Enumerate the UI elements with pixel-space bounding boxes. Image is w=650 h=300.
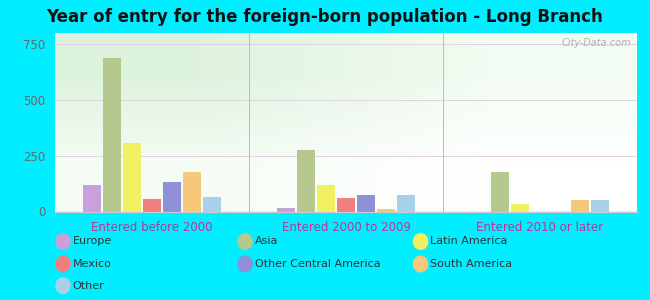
Bar [297, 150, 315, 212]
Bar [377, 209, 395, 211]
Bar [357, 195, 375, 212]
Text: Other: Other [73, 280, 105, 291]
Bar [397, 195, 415, 212]
Text: Europe: Europe [73, 236, 112, 247]
Text: Year of entry for the foreign-born population - Long Branch: Year of entry for the foreign-born popul… [47, 8, 603, 26]
Bar [103, 58, 122, 211]
Text: South America: South America [430, 259, 512, 269]
Bar [183, 172, 201, 212]
Bar [203, 197, 221, 212]
Text: Asia: Asia [255, 236, 278, 247]
Text: Latin America: Latin America [430, 236, 508, 247]
Bar [511, 204, 529, 212]
Bar [278, 208, 295, 212]
Bar [491, 172, 509, 212]
Bar [143, 199, 161, 212]
Bar [317, 185, 335, 212]
Bar [571, 200, 589, 211]
Text: Other Central America: Other Central America [255, 259, 380, 269]
Text: Mexico: Mexico [73, 259, 112, 269]
Bar [337, 198, 355, 211]
Bar [591, 200, 609, 211]
Text: City-Data.com: City-Data.com [562, 38, 631, 48]
Bar [163, 182, 181, 212]
Bar [83, 185, 101, 212]
Bar [124, 143, 141, 212]
